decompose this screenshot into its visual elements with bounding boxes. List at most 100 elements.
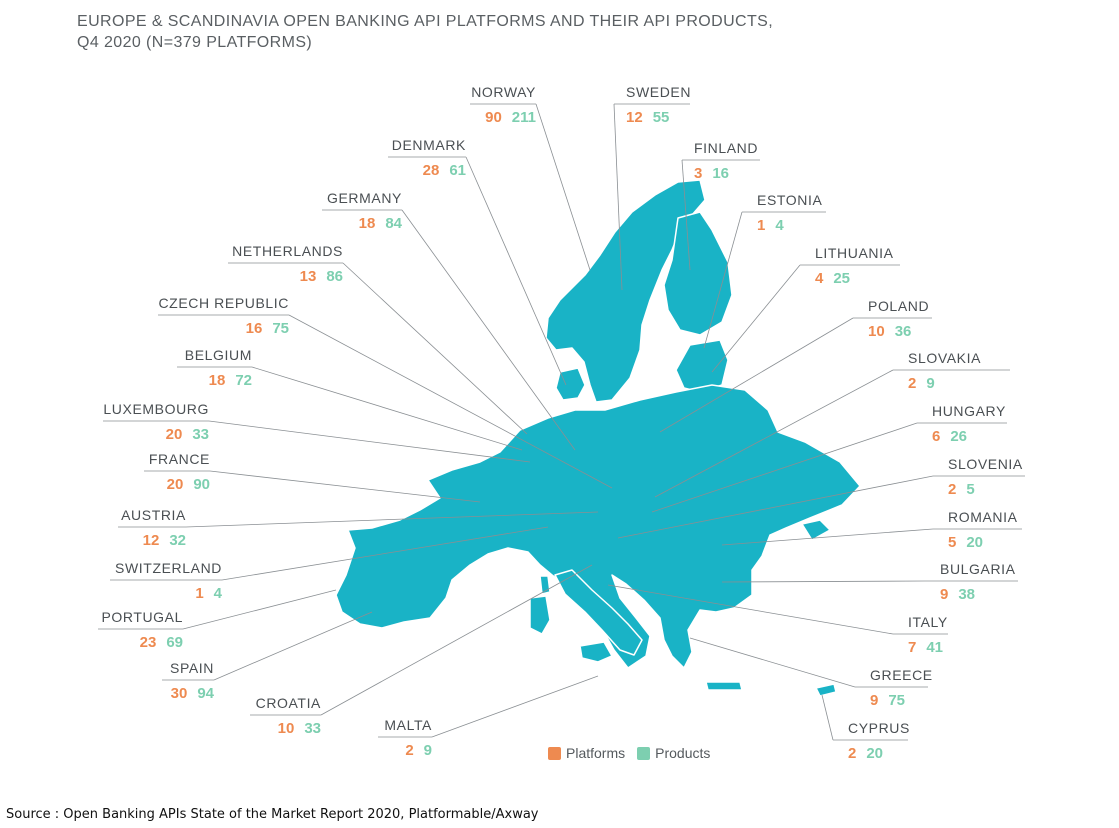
- legend-label-products: Products: [655, 745, 711, 761]
- country-values-spain: 30 94: [171, 685, 215, 702]
- title-line-2: Q4 2020 (N=379 PLATFORMS): [77, 34, 313, 51]
- leader-line-france: [209, 470, 481, 503]
- chart-title: EUROPE & SCANDINAVIA OPEN BANKING API PL…: [77, 11, 837, 53]
- products-value-slovakia: 9: [926, 375, 934, 392]
- country-name-netherlands: NETHERLANDS: [232, 243, 343, 259]
- products-value-norway: 211: [512, 109, 536, 126]
- country-values-austria: 12 32: [143, 532, 186, 549]
- country-name-belgium: BELGIUM: [185, 347, 252, 363]
- products-value-romania: 20: [966, 534, 983, 551]
- products-value-hungary: 26: [950, 428, 967, 445]
- country-name-sweden: SWEDEN: [626, 84, 691, 100]
- leader-line-portugal: [182, 589, 337, 630]
- leader-line-bulgaria: [721, 580, 926, 583]
- country-name-lithuania: LITHUANIA: [815, 245, 894, 261]
- products-value-finland: 16: [712, 165, 729, 182]
- country-name-slovakia: SLOVAKIA: [908, 350, 981, 366]
- leader-line-denmark: [465, 156, 567, 386]
- country-values-norway: 90 211: [485, 109, 536, 126]
- legend-label-platforms: Platforms: [566, 745, 626, 761]
- platforms-value-portugal: 23: [140, 634, 157, 651]
- platforms-value-spain: 30: [171, 685, 188, 702]
- country-name-czech-republic: CZECH REPUBLIC: [158, 295, 289, 311]
- leader-line-cyprus: [821, 694, 834, 741]
- platforms-value-germany: 18: [359, 215, 376, 232]
- products-value-slovenia: 5: [966, 481, 974, 498]
- platforms-value-romania: 5: [948, 534, 956, 551]
- platforms-value-slovakia: 2: [908, 375, 916, 392]
- country-name-bulgaria: BULGARIA: [940, 561, 1016, 577]
- country-values-cyprus: 2 20: [848, 745, 883, 762]
- country-shape-scandinavia: [545, 179, 706, 403]
- platforms-value-greece: 9: [870, 692, 878, 709]
- country-name-malta: MALTA: [384, 717, 432, 733]
- leader-line-italy: [607, 584, 894, 635]
- country-name-cyprus: CYPRUS: [848, 720, 910, 736]
- leader-line-netherlands: [342, 262, 528, 435]
- country-values-portugal: 23 69: [140, 634, 183, 651]
- country-name-germany: GERMANY: [327, 190, 402, 206]
- platforms-value-malta: 2: [405, 742, 413, 759]
- country-name-spain: SPAIN: [170, 660, 214, 676]
- products-value-croatia: 33: [304, 720, 321, 737]
- leader-line-belgium: [251, 366, 523, 451]
- platforms-value-norway: 90: [485, 109, 502, 126]
- platforms-value-cyprus: 2: [848, 745, 856, 762]
- leader-line-lithuania: [711, 264, 801, 373]
- leader-line-spain: [213, 611, 373, 681]
- platforms-value-poland: 10: [868, 323, 885, 340]
- products-value-greece: 75: [888, 692, 905, 709]
- country-values-hungary: 6 26: [932, 428, 967, 445]
- leader-line-croatia: [320, 564, 593, 716]
- products-value-malta: 9: [424, 742, 432, 759]
- leader-line-estonia: [703, 211, 743, 349]
- country-name-portugal: PORTUGAL: [101, 609, 183, 625]
- country-name-poland: POLAND: [868, 298, 929, 314]
- platforms-value-austria: 12: [143, 532, 160, 549]
- products-value-spain: 94: [197, 685, 214, 702]
- country-name-greece: GREECE: [870, 667, 933, 683]
- country-values-greece: 9 75: [870, 692, 905, 709]
- title-line-1: EUROPE & SCANDINAVIA OPEN BANKING API PL…: [77, 13, 774, 30]
- country-name-slovenia: SLOVENIA: [948, 456, 1023, 472]
- country-values-lithuania: 4 25: [815, 270, 850, 287]
- products-value-switzerland: 4: [214, 585, 223, 602]
- platforms-value-bulgaria: 9: [940, 586, 948, 603]
- country-values-sweden: 12 55: [626, 109, 669, 126]
- leader-line-hungary: [651, 422, 918, 513]
- leader-line-norway: [535, 103, 591, 271]
- source-caption: Source : Open Banking APIs State of the …: [6, 807, 539, 822]
- platforms-value-estonia: 1: [757, 217, 765, 234]
- platforms-value-denmark: 28: [423, 162, 440, 179]
- products-value-belgium: 72: [235, 372, 252, 389]
- country-name-norway: NORWAY: [471, 84, 536, 100]
- products-value-austria: 32: [169, 532, 186, 549]
- leader-line-poland: [659, 317, 854, 433]
- platforms-value-switzerland: 1: [195, 585, 203, 602]
- country-shape-denmark: [555, 367, 586, 401]
- country-name-croatia: CROATIA: [256, 695, 321, 711]
- legend-swatch-products: [637, 746, 651, 760]
- country-values-france: 20 90: [167, 476, 210, 493]
- products-value-czech-republic: 75: [272, 320, 289, 337]
- country-values-finland: 3 16: [694, 165, 729, 182]
- country-shape-sardinia: [529, 595, 551, 635]
- country-name-finland: FINLAND: [694, 140, 758, 156]
- products-value-bulgaria: 38: [958, 586, 975, 603]
- country-values-belgium: 18 72: [209, 372, 252, 389]
- country-name-hungary: HUNGARY: [932, 403, 1006, 419]
- products-value-cyprus: 20: [866, 745, 883, 762]
- leader-line-slovenia: [617, 475, 934, 539]
- platforms-value-slovenia: 2: [948, 481, 956, 498]
- platforms-value-belgium: 18: [209, 372, 226, 389]
- leader-line-greece: [689, 637, 856, 688]
- country-values-luxembourg: 20 33: [166, 426, 209, 443]
- products-value-netherlands: 86: [326, 268, 343, 285]
- products-value-denmark: 61: [449, 162, 466, 179]
- country-shape-crete: [705, 681, 743, 691]
